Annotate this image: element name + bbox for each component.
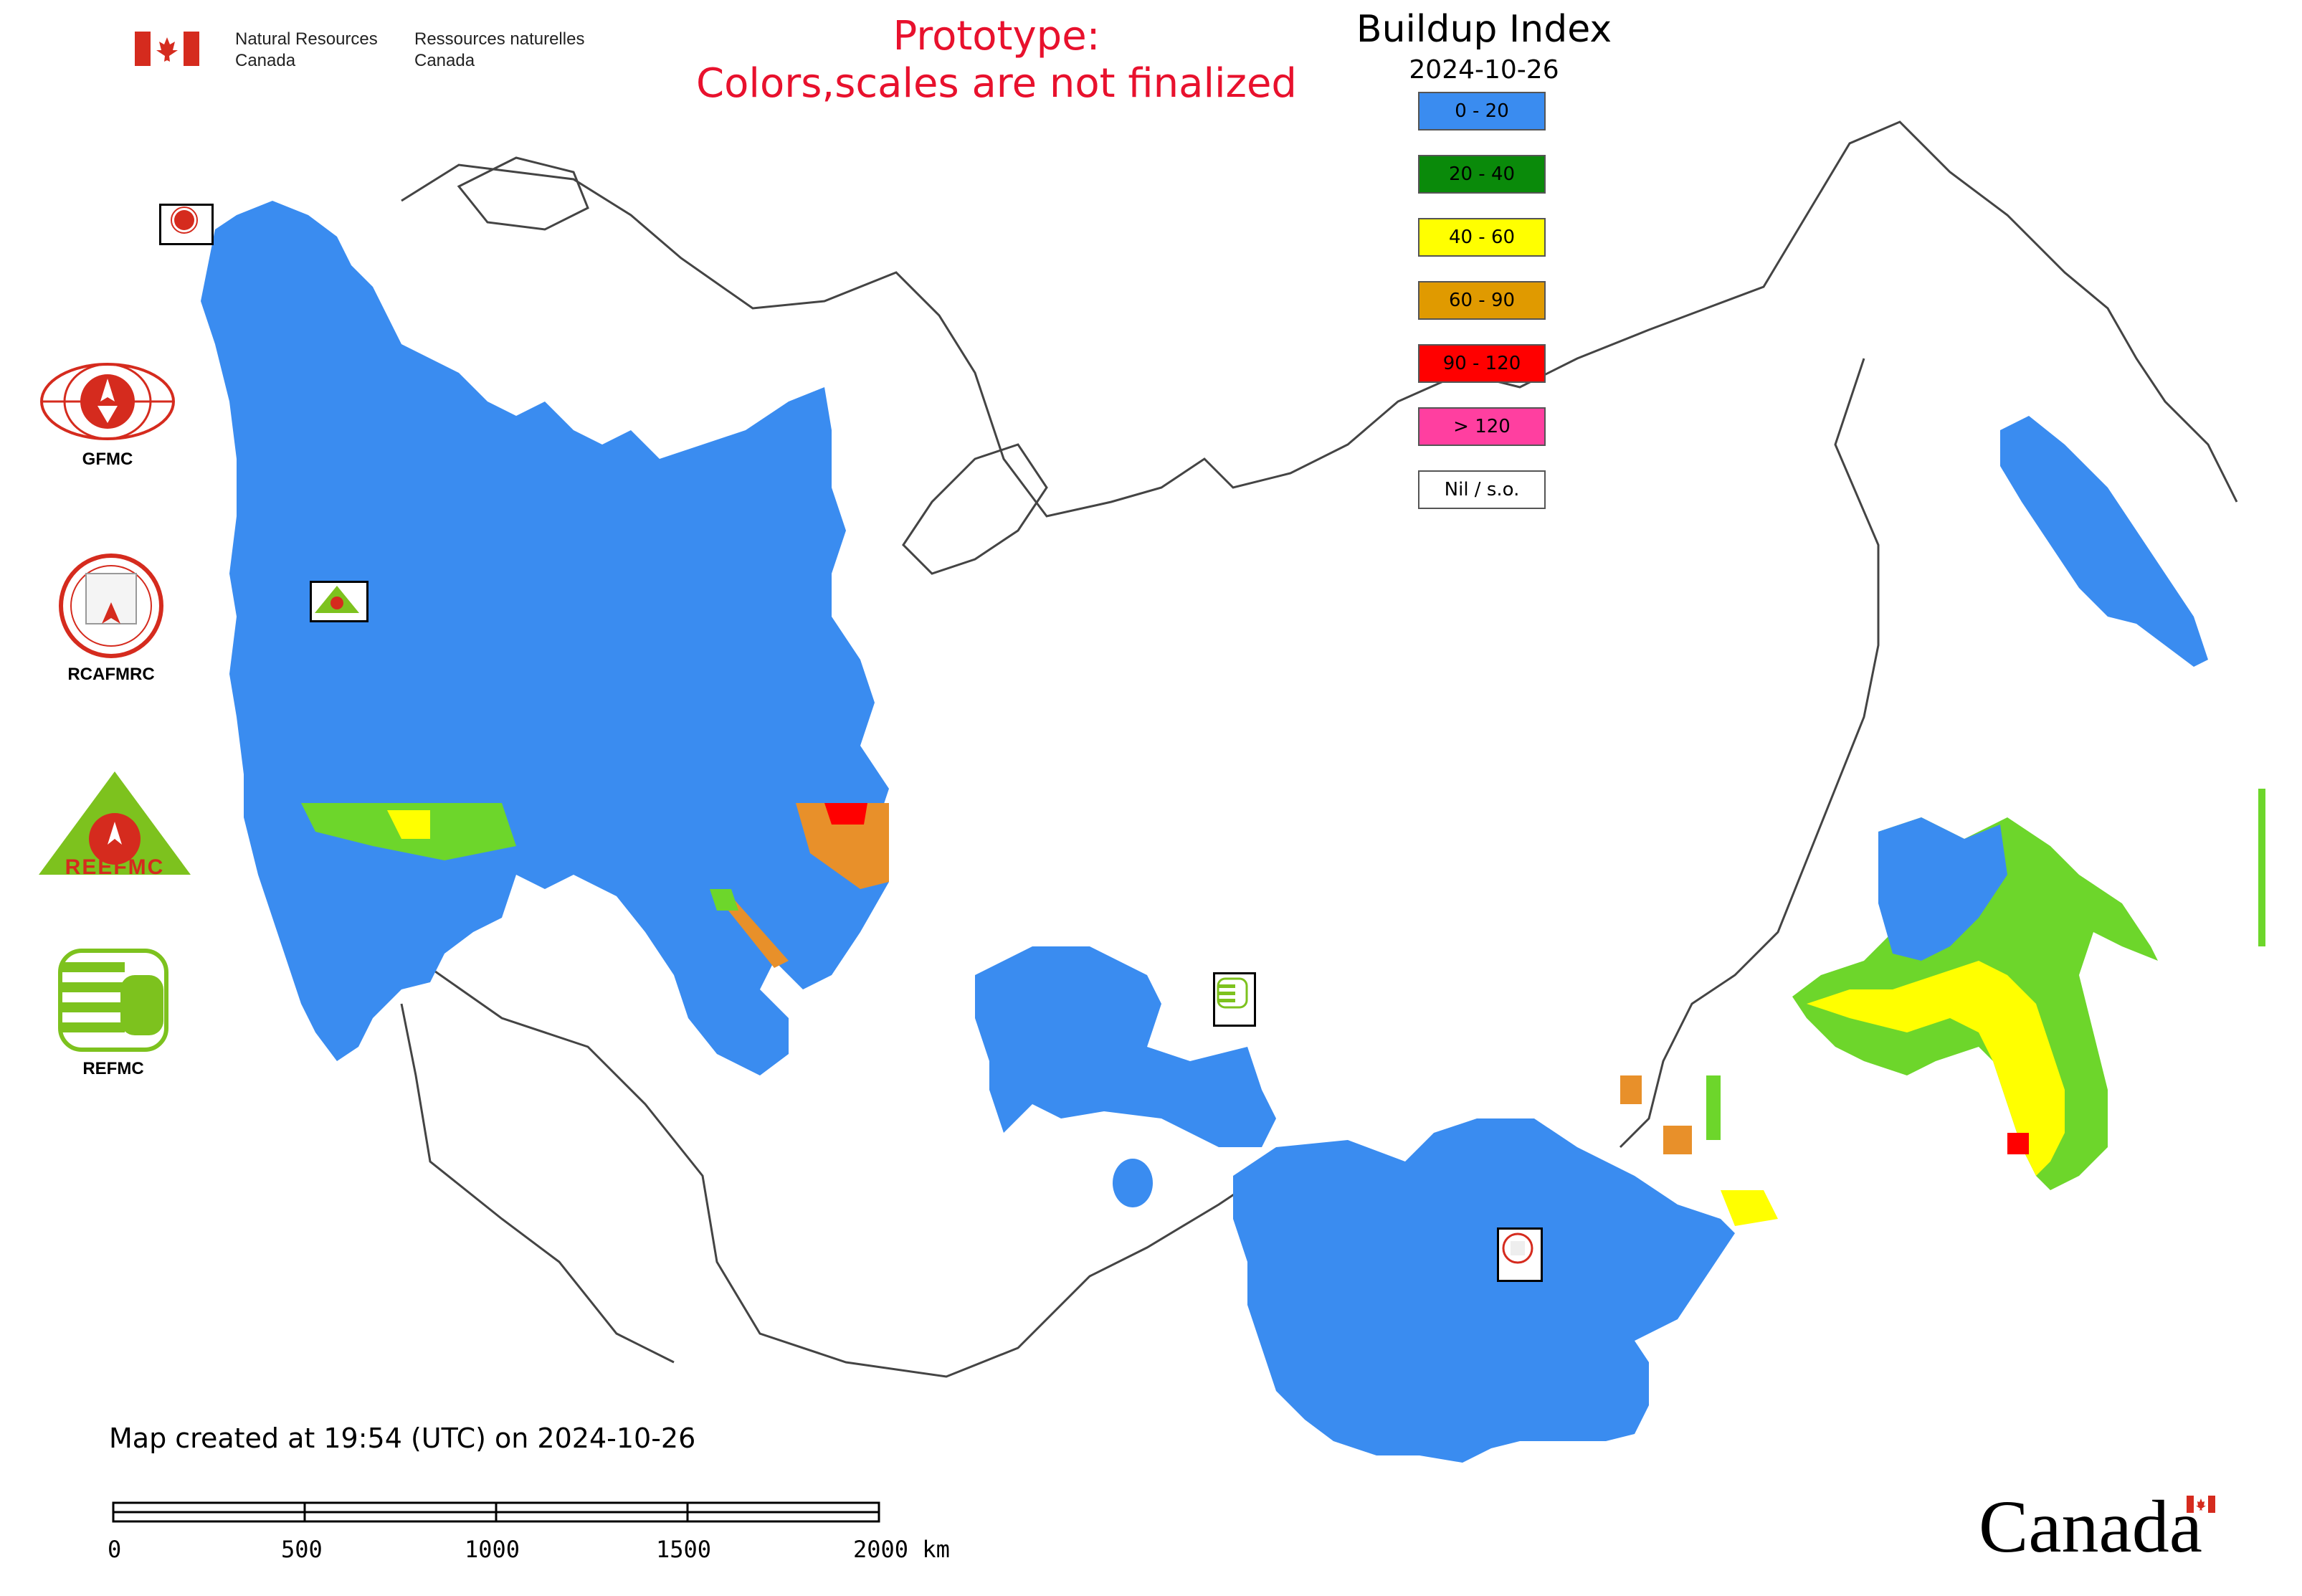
legend-item: 20 - 40: [1418, 155, 1546, 194]
agency-label: RCAFMRC: [67, 665, 155, 684]
gfmc-map-badge: [159, 204, 214, 245]
canada-wordmark-text: Canada: [1979, 1486, 2202, 1568]
rcafmrc-logo-icon: [59, 554, 163, 658]
reefmc-mini-icon: [315, 586, 359, 613]
rcafmrc-map-badge: [1497, 1227, 1543, 1282]
patch-orange-4: [1663, 1126, 1692, 1154]
refmc-map-badge: [1213, 972, 1256, 1027]
canada-wordmark: Canada: [1979, 1484, 2222, 1570]
legend: Buildup Index 2024-10-26 0 - 20 20 - 40 40…: [1326, 4, 1642, 533]
patch-green-2: [710, 889, 738, 911]
rcafmrc-mini-icon: [1502, 1232, 1533, 1264]
gfmc-mini-icon: [171, 206, 198, 234]
scale-bar: 0 500 1000 1500 2000 km: [108, 1501, 950, 1563]
legend-date: 2024-10-26: [1409, 55, 1559, 85]
legend-item: 0 - 20: [1418, 92, 1546, 130]
patch-yellow-1: [387, 810, 430, 839]
legend-item: 40 - 60: [1418, 218, 1546, 257]
org-name-en: Natural Resources Canada: [235, 29, 378, 70]
patch-orange-3: [1620, 1075, 1642, 1104]
patch-green-3: [1706, 1075, 1721, 1140]
svalbard-outline: [457, 156, 589, 231]
patch-yellow-2: [1721, 1190, 1778, 1226]
gfmc-logo-icon: [40, 363, 175, 440]
patch-red-1: [824, 803, 867, 825]
agency-label: GFMC: [82, 450, 133, 469]
reefmc-map-badge: [310, 581, 368, 622]
scale-tick-2000: 2000 km: [853, 1536, 950, 1563]
refmc-logo-icon: [58, 949, 168, 1052]
canada-flag-icon: [135, 32, 199, 66]
patch-orange-2: [717, 896, 789, 968]
agency-reefmc: REEFMC: [36, 767, 194, 880]
prototype-notice: Prototype: Colors,scales are not finaliz…: [631, 13, 1362, 108]
country-outline-east: [1619, 358, 1880, 1149]
agency-refmc: REFMC: [56, 946, 171, 1079]
patch-red-2: [2007, 1133, 2029, 1154]
scale-tick-1500: 1500: [656, 1536, 711, 1563]
region-far-east-yellow: [1807, 961, 2065, 1176]
agency-rcafmrc: RCAFMRC: [57, 552, 165, 685]
novaya-zemlya-outline: [902, 443, 1048, 575]
refmc-mini-icon: [1217, 977, 1248, 1009]
scale-tick-1000: 1000: [465, 1536, 520, 1563]
agency-gfmc: GFMC: [36, 358, 179, 470]
region-far-east-blue: [1878, 817, 2007, 961]
canada-wordmark-flag-icon: [2187, 1496, 2215, 1513]
legend-item: 90 - 120: [1418, 344, 1546, 383]
patch-orange-1: [796, 803, 889, 889]
legend-title: Buildup Index: [1356, 8, 1612, 51]
region-central-asia: [975, 946, 1276, 1147]
region-kamchatka: [2000, 416, 2208, 667]
prototype-line-1: Prototype:: [893, 13, 1100, 60]
country-outline-central-asia: [400, 1003, 675, 1364]
country-outline-south: [429, 966, 1262, 1378]
reefmc-logo-icon: [39, 771, 191, 875]
country-outline-north: [401, 120, 2238, 518]
scale-tick-0: 0: [108, 1536, 121, 1563]
kuril-islands: [2258, 789, 2265, 946]
agency-label: REFMC: [82, 1059, 144, 1078]
scale-tick-500: 500: [281, 1536, 323, 1563]
region-europe: [201, 201, 889, 1075]
legend-item: > 120: [1418, 407, 1546, 446]
region-small-blob: [1113, 1159, 1153, 1207]
legend-item: 60 - 90: [1418, 281, 1546, 320]
legend-items: 0 - 20 20 - 40 40 - 60 60 - 90 90 - 120 > 120…: [1326, 92, 1642, 509]
legend-item: Nil / s.o.: [1418, 470, 1546, 509]
org-name-fr: Ressources naturelles Canada: [414, 29, 585, 70]
reefmc-wordmark: REEFMC: [65, 855, 165, 879]
map-created-timestamp: Map created at 19:54 (UTC) on 2024-10-26: [109, 1422, 696, 1454]
region-mongolia-china: [1233, 1118, 1735, 1463]
prototype-line-2: Colors,scales are not finalized: [696, 60, 1297, 107]
nrcan-signature: Natural Resources Canada Ressources natu…: [135, 29, 622, 79]
